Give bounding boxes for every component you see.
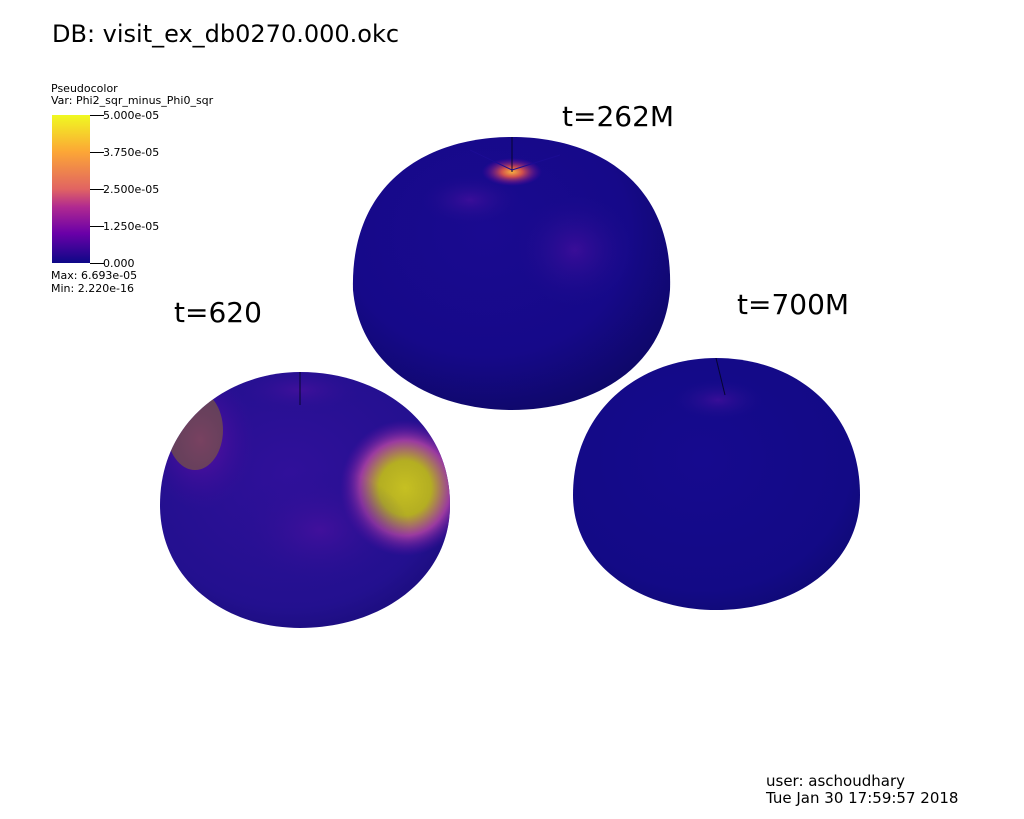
color-bar	[52, 115, 90, 263]
legend-tick-label: 5.000e-05	[103, 109, 160, 122]
time-label-262M: t=262M	[562, 100, 675, 133]
legend-tick	[90, 263, 104, 264]
footer-user: user: aschoudhary	[766, 772, 905, 790]
legend-tick-label: 2.500e-05	[103, 183, 160, 196]
time-label-620: t=620	[174, 296, 262, 329]
hemisphere-t620	[160, 372, 450, 628]
legend-max: Max: 6.693e-05	[51, 269, 138, 282]
legend-min: Min: 2.220e-16	[51, 282, 134, 295]
legend-tick-label: 3.750e-05	[103, 146, 160, 159]
legend-tick-label: 0.000	[103, 257, 135, 270]
footer-timestamp: Tue Jan 30 17:59:57 2018	[766, 789, 959, 807]
legend-tick	[90, 189, 104, 190]
hemisphere-t262M	[352, 137, 671, 410]
hemisphere-t700M	[573, 358, 860, 610]
footer-info: user: aschoudhary Tue Jan 30 17:59:57 20…	[766, 773, 958, 807]
legend-variable: Var: Phi2_sqr_minus_Phi0_sqr	[51, 94, 214, 107]
legend-tick	[90, 152, 104, 153]
legend-tick	[90, 115, 104, 116]
database-title: DB: visit_ex_db0270.000.okc	[52, 20, 400, 48]
time-label-700M: t=700M	[737, 288, 850, 321]
legend-plot-type: Pseudocolor	[51, 82, 118, 95]
legend-tick-label: 1.250e-05	[103, 220, 160, 233]
pseudocolor-legend: Pseudocolor Var: Phi2_sqr_minus_Phi0_sqr	[51, 83, 213, 107]
legend-tick	[90, 226, 104, 227]
